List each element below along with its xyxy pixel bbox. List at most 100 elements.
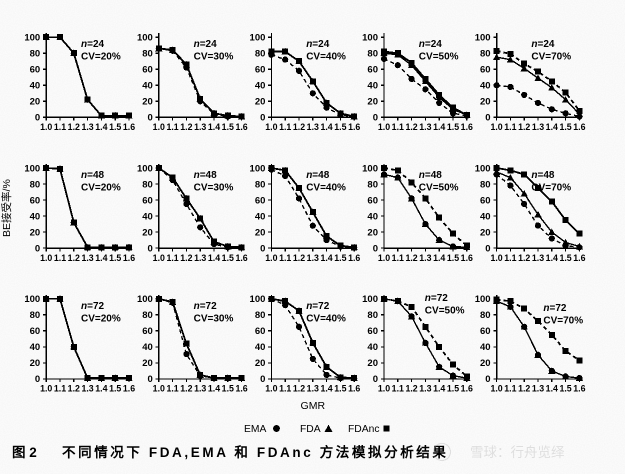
svg-text:1.0: 1.0	[153, 384, 165, 394]
svg-text:CV=40%: CV=40%	[306, 313, 346, 324]
svg-text:100: 100	[475, 294, 491, 305]
svg-text:CV=30%: CV=30%	[194, 313, 234, 324]
svg-text:80: 80	[142, 49, 153, 60]
svg-text:1.4: 1.4	[320, 253, 332, 263]
svg-text:1.1: 1.1	[166, 253, 178, 263]
svg-text:80: 80	[367, 310, 378, 321]
svg-text:1.3: 1.3	[307, 384, 319, 394]
svg-text:80: 80	[367, 179, 378, 190]
svg-text:1.2: 1.2	[293, 384, 305, 394]
svg-text:1.2: 1.2	[180, 384, 192, 394]
svg-text:1.0: 1.0	[265, 384, 277, 394]
svg-text:n=72: n=72	[194, 301, 218, 312]
svg-text:100: 100	[362, 33, 378, 44]
svg-text:80: 80	[367, 49, 378, 60]
svg-text:60: 60	[142, 326, 153, 337]
svg-text:1.6: 1.6	[348, 253, 360, 263]
svg-text:80: 80	[480, 310, 491, 321]
svg-text:CV=50%: CV=50%	[419, 52, 459, 63]
svg-text:60: 60	[480, 65, 491, 76]
svg-text:80: 80	[480, 49, 491, 60]
svg-text:GMR: GMR	[301, 400, 326, 412]
svg-text:40: 40	[142, 342, 153, 353]
svg-text:1.3: 1.3	[307, 253, 319, 263]
svg-text:1.0: 1.0	[378, 122, 390, 132]
svg-text:1.0: 1.0	[490, 253, 502, 263]
svg-text:60: 60	[480, 326, 491, 337]
svg-text:1.5: 1.5	[334, 253, 346, 263]
svg-text:1.1: 1.1	[54, 384, 66, 394]
svg-text:20: 20	[142, 227, 153, 238]
svg-text:图 2: 图 2	[12, 445, 37, 460]
svg-text:CV=70%: CV=70%	[531, 52, 571, 63]
svg-text:40: 40	[30, 81, 41, 92]
svg-text:60: 60	[367, 195, 378, 206]
svg-text:80: 80	[255, 310, 266, 321]
svg-text:1.6: 1.6	[573, 253, 585, 263]
svg-text:1.5: 1.5	[222, 122, 234, 132]
svg-text:1.3: 1.3	[532, 122, 544, 132]
svg-text:CV=40%: CV=40%	[306, 52, 346, 63]
svg-text:1.6: 1.6	[235, 384, 247, 394]
svg-text:40: 40	[255, 211, 266, 222]
svg-text:1.0: 1.0	[40, 253, 52, 263]
svg-text:1.6: 1.6	[235, 122, 247, 132]
svg-text:100: 100	[137, 294, 153, 305]
svg-text:1.1: 1.1	[166, 122, 178, 132]
svg-text:40: 40	[480, 81, 491, 92]
svg-text:FDA: FDA	[300, 424, 321, 435]
svg-text:1.0: 1.0	[40, 122, 52, 132]
svg-text:CV=30%: CV=30%	[194, 52, 234, 63]
svg-text:1.4: 1.4	[433, 384, 445, 394]
svg-text:1.4: 1.4	[433, 253, 445, 263]
svg-text:1.3: 1.3	[419, 122, 431, 132]
svg-text:40: 40	[367, 81, 378, 92]
svg-text:20: 20	[255, 97, 266, 108]
svg-text:1.4: 1.4	[546, 384, 558, 394]
svg-text:80: 80	[142, 310, 153, 321]
svg-text:1.6: 1.6	[123, 122, 135, 132]
svg-text:1.3: 1.3	[419, 253, 431, 263]
svg-text:40: 40	[30, 211, 41, 222]
svg-text:1.5: 1.5	[559, 253, 571, 263]
svg-text:100: 100	[362, 294, 378, 305]
svg-text:CV=20%: CV=20%	[81, 183, 121, 194]
svg-text:1.5: 1.5	[222, 384, 234, 394]
svg-text:1.6: 1.6	[461, 384, 473, 394]
svg-text:1.6: 1.6	[461, 253, 473, 263]
svg-text:60: 60	[142, 195, 153, 206]
svg-text:60: 60	[30, 326, 41, 337]
svg-text:1.2: 1.2	[180, 253, 192, 263]
svg-text:1.5: 1.5	[109, 384, 121, 394]
svg-text:1.5: 1.5	[447, 384, 459, 394]
svg-text:20: 20	[480, 227, 491, 238]
svg-text:20: 20	[480, 358, 491, 369]
svg-text:n=48: n=48	[306, 170, 330, 181]
svg-text:40: 40	[30, 342, 41, 353]
svg-text:BE接受率/%: BE接受率/%	[0, 179, 13, 237]
svg-text:1.3: 1.3	[419, 384, 431, 394]
svg-text:1.3: 1.3	[81, 122, 93, 132]
svg-text:n=72: n=72	[306, 301, 330, 312]
svg-text:CV=50%: CV=50%	[425, 305, 465, 316]
svg-text:1.2: 1.2	[518, 384, 530, 394]
svg-text:不同情况下 FDA,EMA 和 FDAnc 方法模拟分析结果: 不同情况下 FDA,EMA 和 FDAnc 方法模拟分析结果	[62, 444, 449, 460]
svg-text:1.0: 1.0	[265, 122, 277, 132]
svg-text:n=72: n=72	[425, 293, 449, 304]
svg-text:80: 80	[255, 179, 266, 190]
svg-text:CV=40%: CV=40%	[306, 183, 346, 194]
svg-text:1.4: 1.4	[95, 384, 107, 394]
svg-text:n=24: n=24	[419, 39, 443, 50]
svg-text:1.4: 1.4	[546, 122, 558, 132]
svg-text:1.2: 1.2	[68, 253, 80, 263]
svg-text:80: 80	[255, 49, 266, 60]
svg-text:1.2: 1.2	[180, 122, 192, 132]
svg-text:1.1: 1.1	[54, 122, 66, 132]
svg-text:n=24: n=24	[81, 39, 105, 50]
svg-text:1.4: 1.4	[208, 384, 220, 394]
svg-text:20: 20	[142, 358, 153, 369]
svg-text:1.6: 1.6	[235, 253, 247, 263]
svg-text:100: 100	[24, 33, 40, 44]
svg-text:1.0: 1.0	[490, 122, 502, 132]
svg-text:EMA: EMA	[244, 424, 266, 435]
